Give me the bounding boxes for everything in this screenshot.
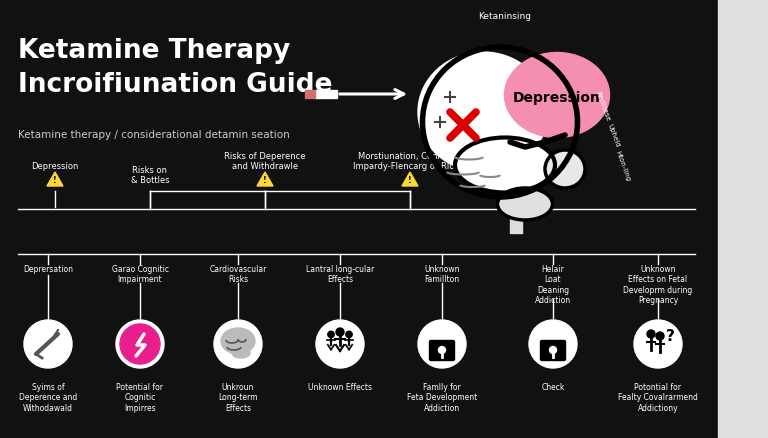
Bar [315, 91, 337, 99]
Circle shape [120, 324, 160, 364]
Polygon shape [402, 173, 418, 187]
Text: Potential for
Cognitic
Impirres: Potential for Cognitic Impirres [117, 382, 164, 412]
Circle shape [656, 332, 664, 340]
Text: Ketamine therapy / considerational detamin seation: Ketamine therapy / considerational detam… [18, 130, 290, 140]
Text: Deprersation: Deprersation [23, 265, 73, 273]
Polygon shape [257, 173, 273, 187]
Text: Unknown
Famillton: Unknown Famillton [424, 265, 460, 284]
Text: Ketamine Therapy: Ketamine Therapy [18, 38, 290, 64]
Circle shape [418, 320, 466, 368]
Text: Morstiunation, Conrtlove
Impardy-Flencarg or Rloark: Morstiunation, Conrtlove Impardy-Flencar… [353, 151, 468, 171]
Text: Check: Check [541, 382, 564, 391]
Text: Syims of
Deperence and
Withodawald: Syims of Deperence and Withodawald [19, 382, 77, 412]
Text: Incroifiunation Guide: Incroifiunation Guide [18, 72, 333, 98]
Bar [305, 91, 315, 99]
Text: Redinese: Redinese [594, 90, 611, 122]
Circle shape [214, 320, 262, 368]
Ellipse shape [455, 138, 555, 193]
Circle shape [24, 320, 72, 368]
Circle shape [529, 320, 577, 368]
Text: Famlly for
Feta Development
Addiction: Famlly for Feta Development Addiction [407, 382, 477, 412]
Text: Hton-ling: Hton-ling [614, 149, 631, 182]
Text: Depression: Depression [31, 162, 78, 171]
Text: Risks on
& Bottles: Risks on & Bottles [131, 165, 169, 184]
Text: Lantral long-cular
Effects: Lantral long-cular Effects [306, 265, 374, 284]
Ellipse shape [545, 151, 585, 189]
Circle shape [316, 320, 364, 368]
FancyBboxPatch shape [429, 341, 455, 360]
Text: Unkroun
Long-term
Effects: Unkroun Long-term Effects [218, 382, 258, 412]
Text: !: ! [53, 176, 57, 185]
Ellipse shape [232, 348, 250, 358]
Ellipse shape [505, 53, 610, 138]
Text: Depression: Depression [513, 91, 601, 105]
Text: ?: ? [666, 329, 674, 344]
FancyBboxPatch shape [541, 341, 565, 360]
Text: Unknown Effects: Unknown Effects [308, 382, 372, 391]
Circle shape [439, 347, 445, 354]
Text: Garao Cognitic
Impairment: Garao Cognitic Impairment [111, 265, 168, 284]
Bar [718, 0, 768, 438]
Text: Helair
Loat
Deaning
Addiction: Helair Loat Deaning Addiction [535, 265, 571, 304]
Text: !: ! [408, 176, 412, 185]
Circle shape [328, 332, 334, 338]
Circle shape [116, 320, 164, 368]
Ellipse shape [418, 53, 548, 173]
Ellipse shape [221, 328, 255, 354]
Text: Unknown
Effects on Fetal
Developrm during
Pregnancy: Unknown Effects on Fetal Developrm durin… [624, 265, 693, 304]
Circle shape [634, 320, 682, 368]
Text: Upheld: Upheld [606, 123, 620, 148]
Text: Cardiovascular
Risks: Cardiovascular Risks [210, 265, 266, 284]
Text: Potontial for
Fealty Covalrarmend
Addictiony: Potontial for Fealty Covalrarmend Addict… [618, 382, 698, 412]
Text: Risks of Deperence
and Withdrawle: Risks of Deperence and Withdrawle [224, 151, 306, 171]
Circle shape [549, 347, 557, 354]
Text: !: ! [263, 176, 266, 185]
Circle shape [647, 330, 655, 338]
Polygon shape [47, 173, 63, 187]
Bar [510, 205, 522, 233]
Ellipse shape [498, 189, 552, 220]
Circle shape [336, 328, 344, 336]
Circle shape [346, 332, 353, 338]
Text: Ketaninsing: Ketaninsing [478, 12, 531, 21]
